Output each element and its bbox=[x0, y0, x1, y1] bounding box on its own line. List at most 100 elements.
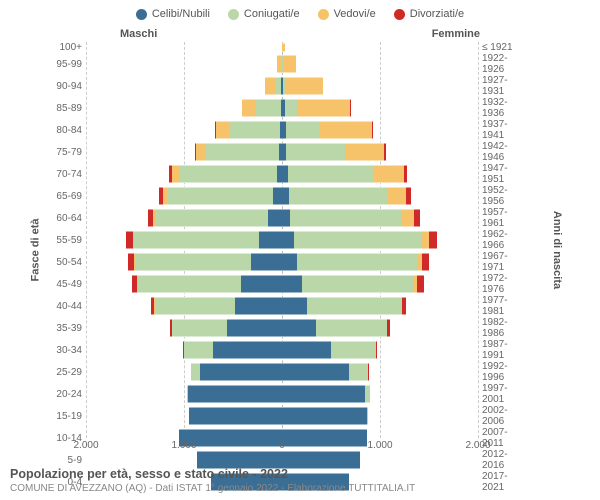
bar-area bbox=[86, 361, 478, 383]
age-label: 60-64 bbox=[52, 213, 86, 224]
age-label: 25-29 bbox=[52, 367, 86, 378]
bar-male bbox=[86, 185, 282, 207]
age-row: 80-841937-1941 bbox=[52, 119, 528, 141]
header-male: Maschi bbox=[120, 28, 157, 40]
bar-segment bbox=[191, 363, 200, 381]
bar-male bbox=[86, 361, 282, 383]
bar-segment bbox=[213, 341, 282, 359]
bar-segment bbox=[282, 275, 302, 293]
bar-segment bbox=[126, 231, 133, 249]
birth-year-label: 1957-1961 bbox=[478, 207, 528, 229]
bar-male bbox=[86, 405, 282, 427]
bar-segment bbox=[251, 253, 282, 271]
x-tick: 0 bbox=[279, 440, 285, 451]
legend-label: Coniugati/e bbox=[244, 8, 300, 20]
bar-segment bbox=[404, 165, 407, 183]
bar-male bbox=[86, 163, 282, 185]
x-tick: 2.000 bbox=[465, 440, 490, 451]
bar-male bbox=[86, 273, 282, 295]
bar-female bbox=[282, 53, 478, 75]
bar-male bbox=[86, 383, 282, 405]
age-label: 15-19 bbox=[52, 411, 86, 422]
legend-swatch bbox=[228, 9, 239, 20]
bar-female bbox=[282, 405, 478, 427]
bar-segment bbox=[286, 77, 322, 95]
bar-female bbox=[282, 339, 478, 361]
bar-segment bbox=[283, 55, 296, 73]
bar-segment bbox=[172, 319, 227, 337]
legend-label: Divorziati/e bbox=[410, 8, 464, 20]
age-row: 85-891932-1936 bbox=[52, 97, 528, 119]
bar-segment bbox=[307, 297, 400, 315]
birth-year-label: 1947-1951 bbox=[478, 163, 528, 185]
y-axis-label-left: Fasce di età bbox=[29, 219, 41, 282]
bar-female bbox=[282, 163, 478, 185]
bar-segment bbox=[286, 121, 320, 139]
legend: Celibi/NubiliConiugati/eVedovi/eDivorzia… bbox=[0, 0, 600, 24]
bar-segment bbox=[268, 209, 282, 227]
birth-year-label: 1927-1931 bbox=[478, 75, 528, 97]
bar-segment bbox=[297, 99, 350, 117]
bar-area bbox=[86, 339, 478, 361]
birth-year-label: 2012-2016 bbox=[478, 449, 528, 471]
bar-male bbox=[86, 295, 282, 317]
bar-segment bbox=[414, 209, 420, 227]
bar-segment bbox=[188, 385, 282, 403]
age-label: 70-74 bbox=[52, 169, 86, 180]
bar-segment bbox=[282, 407, 367, 425]
age-label: 75-79 bbox=[52, 147, 86, 158]
birth-year-label: 1977-1981 bbox=[478, 295, 528, 317]
bar-area bbox=[86, 141, 478, 163]
age-row: 65-691952-1956 bbox=[52, 185, 528, 207]
birth-year-label: ≤ 1921 bbox=[478, 42, 528, 53]
bar-segment bbox=[179, 165, 277, 183]
bar-segment bbox=[135, 253, 251, 271]
bar-segment bbox=[297, 253, 418, 271]
bar-area bbox=[86, 42, 478, 53]
bar-segment bbox=[290, 209, 401, 227]
bar-area bbox=[86, 163, 478, 185]
bar-segment bbox=[349, 363, 369, 381]
bar-male bbox=[86, 97, 282, 119]
chart-subtitle: COMUNE DI AVEZZANO (AQ) - Dati ISTAT 1° … bbox=[10, 483, 415, 494]
bar-male bbox=[86, 207, 282, 229]
x-tick: 1.000 bbox=[171, 440, 196, 451]
bar-female bbox=[282, 229, 478, 251]
age-row: 95-991922-1926 bbox=[52, 53, 528, 75]
birth-year-label: 1922-1926 bbox=[478, 53, 528, 75]
age-label: 80-84 bbox=[52, 125, 86, 136]
bar-male bbox=[86, 251, 282, 273]
bar-male bbox=[86, 119, 282, 141]
rows: 100+≤ 192195-991922-192690-941927-193185… bbox=[52, 42, 528, 438]
bar-segment bbox=[401, 209, 414, 227]
bar-female bbox=[282, 295, 478, 317]
bar-female bbox=[282, 119, 478, 141]
bar-female bbox=[282, 42, 478, 53]
bar-male bbox=[86, 229, 282, 251]
bar-segment bbox=[200, 363, 282, 381]
age-row: 30-341987-1991 bbox=[52, 339, 528, 361]
bar-segment bbox=[282, 319, 316, 337]
bar-segment bbox=[282, 231, 294, 249]
bar-segment bbox=[294, 231, 421, 249]
bar-segment bbox=[282, 341, 331, 359]
bar-segment bbox=[421, 231, 429, 249]
legend-item: Coniugati/e bbox=[228, 8, 300, 20]
bar-segment bbox=[134, 231, 259, 249]
age-row: 90-941927-1931 bbox=[52, 75, 528, 97]
bar-area bbox=[86, 185, 478, 207]
bar-segment bbox=[196, 143, 206, 161]
bar-female bbox=[282, 207, 478, 229]
birth-year-label: 1962-1966 bbox=[478, 229, 528, 251]
legend-label: Celibi/Nubili bbox=[152, 8, 210, 20]
bar-segment bbox=[402, 297, 406, 315]
chart-footer: Popolazione per età, sesso e stato civil… bbox=[10, 467, 415, 494]
bar-segment bbox=[206, 143, 279, 161]
bar-male bbox=[86, 42, 282, 53]
bar-segment bbox=[282, 43, 285, 52]
header-female: Femmine bbox=[432, 28, 480, 40]
bar-male bbox=[86, 53, 282, 75]
birth-year-label: 1952-1956 bbox=[478, 185, 528, 207]
age-row: 25-291992-1996 bbox=[52, 361, 528, 383]
bar-male bbox=[86, 75, 282, 97]
